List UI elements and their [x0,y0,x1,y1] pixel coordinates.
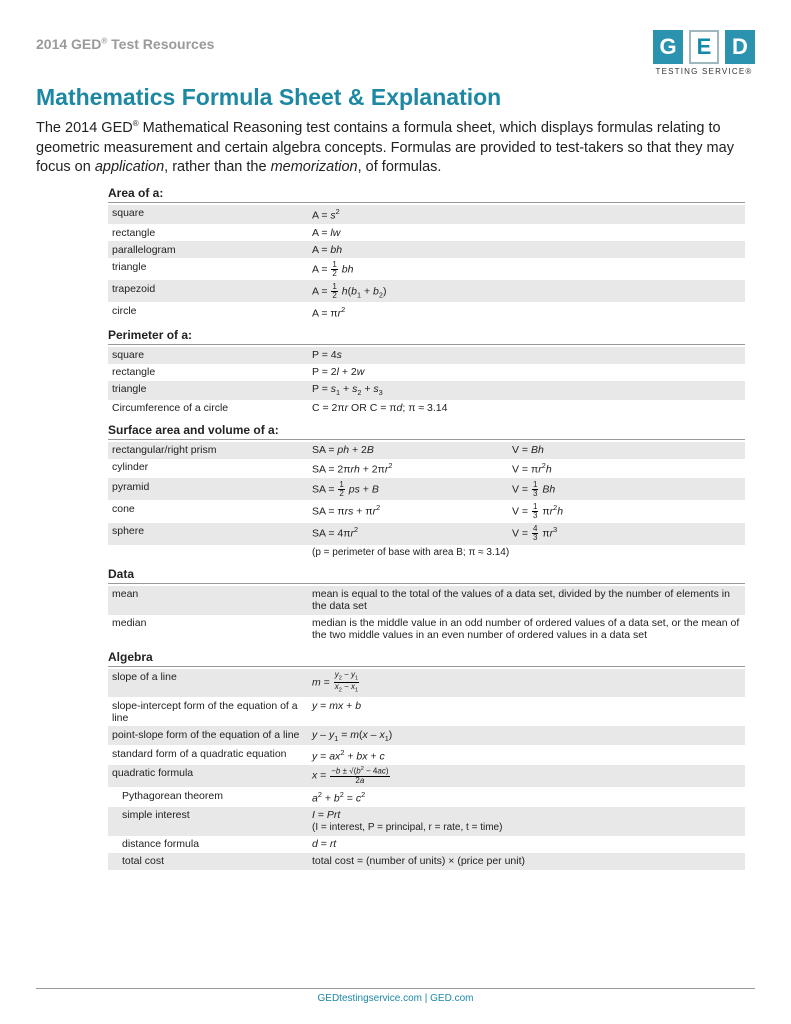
algebra-table: slope of a linem = y2 − y1x2 − x1 slope-… [108,669,745,870]
resources-suffix: Test Resources [111,36,214,52]
table-row: slope of a linem = y2 − y1x2 − x1 [108,669,745,697]
table-row: rectangleA = lw [108,224,745,241]
section-data-title: Data [108,567,745,584]
footer-link-1[interactable]: GEDtestingservice.com [318,993,422,1004]
logo-boxes: G E D [653,30,755,64]
table-row: Pythagorean theorema2 + b2 = c2 [108,787,745,807]
footer-link-2[interactable]: GED.com [430,993,473,1004]
table-row: total costtotal cost = (number of units)… [108,853,745,870]
section-algebra-title: Algebra [108,650,745,667]
area-table: squareA = s2 rectangleA = lw parallelogr… [108,205,745,322]
section-perimeter-title: Perimeter of a: [108,328,745,345]
table-row: rectangleP = 2l + 2w [108,364,745,381]
content: Area of a: squareA = s2 rectangleA = lw … [36,186,755,870]
table-row: squareA = s2 [108,205,745,225]
table-row: sphereSA = 4πr2V = 43 πr3 [108,523,745,545]
table-row: medianmedian is the middle value in an o… [108,615,745,644]
section-savol-title: Surface area and volume of a: [108,423,745,440]
footer: GEDtestingservice.com | GED.com [36,988,755,1004]
table-row: simple interestI = Prt(I = interest, P =… [108,807,745,836]
table-row: circleA = πr2 [108,302,745,322]
resources-label: 2014 GED® Test Resources [36,36,214,52]
data-table: meanmean is equal to the total of the va… [108,586,745,644]
table-row: triangleA = 12 bh [108,258,745,280]
table-row: trapezoidA = 12 h(b1 + b2) [108,280,745,302]
table-row: squareP = 4s [108,347,745,364]
savol-note: (p = perimeter of base with area B; π ≈ … [308,545,745,561]
logo-letter-g: G [653,30,683,64]
table-row: slope-intercept form of the equation of … [108,697,745,726]
table-row: cylinderSA = 2πrh + 2πr2V = πr2h [108,459,745,479]
table-row: standard form of a quadratic equationy =… [108,745,745,765]
savol-table: rectangular/right prismSA = ph + 2BV = B… [108,442,745,561]
perimeter-table: squareP = 4s rectangleP = 2l + 2w triang… [108,347,745,417]
table-row: Circumference of a circleC = 2πr OR C = … [108,400,745,417]
table-row: quadratic formulax = −b ± √(b2 − 4ac)2a [108,765,745,788]
section-area-title: Area of a: [108,186,745,203]
header: 2014 GED® Test Resources G E D TESTING S… [36,30,755,76]
table-row: (p = perimeter of base with area B; π ≈ … [108,545,745,561]
table-row: rectangular/right prismSA = ph + 2BV = B… [108,442,745,459]
table-row: triangleP = s1 + s2 + s3 [108,381,745,400]
table-row: coneSA = πrs + πr2V = 13 πr2h [108,500,745,522]
resources-prefix: 2014 GED [36,36,101,52]
table-row: distance formulad = rt [108,836,745,853]
table-row: point-slope form of the equation of a li… [108,726,745,745]
logo-subtitle: TESTING SERVICE® [653,67,755,76]
logo-letter-e: E [689,30,719,64]
table-row: parallelogramA = bh [108,241,745,258]
logo-letter-d: D [725,30,755,64]
reg-mark: ® [101,36,107,45]
table-row: meanmean is equal to the total of the va… [108,586,745,615]
page-title: Mathematics Formula Sheet & Explanation [36,84,755,111]
table-row: pyramidSA = 12 ps + BV = 13 Bh [108,478,745,500]
ged-logo: G E D TESTING SERVICE® [653,30,755,76]
intro-paragraph: The 2014 GED® Mathematical Reasoning tes… [36,119,755,178]
